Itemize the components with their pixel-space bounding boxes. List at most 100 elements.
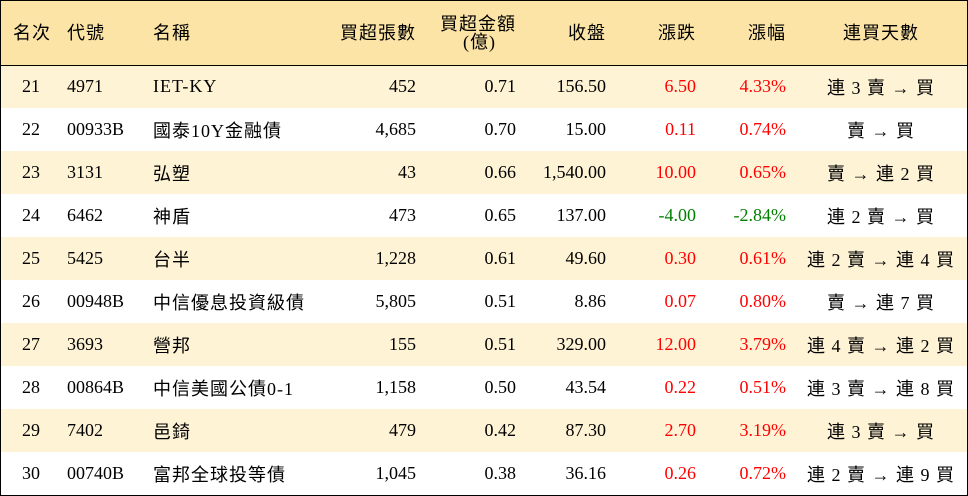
change-pct-cell: 0.65%	[739, 162, 787, 182]
name-cell: 邑錡	[153, 421, 191, 442]
buy-days-cell: 連 3 賣 → 買	[827, 77, 935, 98]
close-price-cell: 156.50	[556, 76, 607, 97]
header-buy-days[interactable]: 連買天數	[795, 1, 967, 66]
name-cell: 神盾	[153, 206, 191, 227]
rank-cell: 26	[22, 291, 40, 311]
change-pct-cell: 0.72%	[739, 463, 787, 483]
name-cell: 營邦	[153, 335, 191, 356]
table-row[interactable]: 27 3693 營邦 155 0.51 329.00 12.00 3.79% 連 4 賣 → 連…	[1, 323, 967, 366]
buy-days-cell: 連 2 賣 → 連 9 買	[807, 464, 955, 485]
header-change[interactable]: 漲跌	[615, 1, 705, 66]
buy-days-cell: 賣 → 買	[847, 120, 915, 141]
net-buy-lots-cell: 479	[389, 420, 416, 440]
rank-cell: 24	[22, 205, 40, 225]
change-pct-cell: 0.74%	[739, 119, 787, 139]
close-price-cell: 1,540.00	[543, 162, 606, 182]
close-price-cell: 137.00	[556, 205, 607, 225]
rank-cell: 25	[22, 248, 40, 268]
header-name[interactable]: 名稱	[141, 1, 321, 66]
name-cell: 中信美國公債0-1	[153, 378, 294, 399]
buy-days-cell: 連 2 賣 → 買	[827, 206, 935, 227]
code-cell: 00948B	[67, 291, 125, 311]
change-pct-cell: 4.33%	[739, 76, 787, 97]
code-cell: 7402	[67, 420, 103, 440]
change-cell: -4.00	[658, 205, 697, 225]
table-row[interactable]: 26 00948B 中信優息投資級債 5,805 0.51 8.86 0.07 0.80% 賣 …	[1, 280, 967, 323]
net-buy-lots-cell: 452	[389, 76, 416, 97]
net-buy-amount-cell: 0.66	[484, 162, 517, 182]
header-change-pct[interactable]: 漲幅	[705, 1, 795, 66]
change-cell: 0.30	[664, 248, 697, 268]
table-row[interactable]: 30 00740B 富邦全球投等債 1,045 0.38 36.16 0.26 0.72% 連 …	[1, 452, 967, 495]
table-row[interactable]: 23 3131 弘塑 43 0.66 1,540.00 10.00 0.65% 賣 → 連 2 …	[1, 151, 967, 194]
net-buy-lots-cell: 473	[389, 205, 416, 225]
buy-days-cell: 連 4 賣 → 連 2 買	[807, 335, 955, 356]
header-net-buy-lots[interactable]: 買超張數	[321, 1, 425, 66]
name-cell: 台半	[153, 249, 191, 270]
buy-days-cell: 賣 → 連 2 買	[827, 163, 935, 184]
net-buy-lots-cell: 1,158	[375, 377, 417, 397]
rank-cell: 21	[22, 76, 40, 97]
code-cell: 3693	[67, 334, 103, 354]
net-buy-amount-cell: 0.70	[484, 119, 517, 139]
close-price-cell: 87.30	[565, 420, 607, 440]
change-cell: 0.26	[664, 463, 697, 483]
rank-cell: 30	[22, 463, 40, 483]
buy-days-cell: 連 2 賣 → 連 4 買	[807, 249, 955, 270]
table-row[interactable]: 25 5425 台半 1,228 0.61 49.60 0.30 0.61% 連 2 賣 → 連…	[1, 237, 967, 280]
net-buy-amount-cell: 0.38	[484, 463, 517, 483]
table-row[interactable]: 29 7402 邑錡 479 0.42 87.30 2.70 3.19% 連 3 賣 → 買	[1, 409, 967, 452]
change-pct-cell: -2.84%	[733, 205, 787, 225]
net-buy-lots-cell: 1,228	[375, 248, 417, 268]
code-cell: 00740B	[67, 463, 125, 483]
header-rank[interactable]: 名次	[1, 1, 61, 66]
close-price-cell: 8.86	[574, 291, 607, 311]
header-code[interactable]: 代號	[61, 1, 141, 66]
change-pct-cell: 3.79%	[739, 334, 787, 354]
buy-days-cell: 連 3 賣 → 買	[827, 421, 935, 442]
name-cell: 富邦全球投等債	[153, 464, 286, 485]
table-header-row: 名次 代號 名稱 買超張數 買超金額 (億) 收盤 漲跌 漲幅 連買天數	[1, 1, 967, 66]
change-pct-cell: 0.61%	[739, 248, 787, 268]
net-buy-amount-cell: 0.51	[484, 291, 517, 311]
rank-cell: 28	[22, 377, 40, 397]
net-buy-lots-cell: 5,805	[375, 291, 417, 311]
header-net-buy-amount[interactable]: 買超金額 (億)	[425, 1, 525, 66]
code-cell: 6462	[67, 205, 103, 225]
name-cell: 弘塑	[153, 163, 191, 184]
change-cell: 10.00	[655, 162, 697, 182]
rank-cell: 29	[22, 420, 40, 440]
buy-days-cell: 連 3 賣 → 連 8 買	[807, 378, 955, 399]
table-body: 21 4971 IET-KY 452 0.71 156.50 6.50 4.33% 連 3 賣 …	[1, 65, 967, 495]
change-cell: 6.50	[664, 76, 697, 97]
header-net-buy-amount-unit: (億)	[463, 31, 496, 52]
header-close[interactable]: 收盤	[525, 1, 615, 66]
table-row[interactable]: 22 00933B 國泰10Y金融債 4,685 0.70 15.00 0.11 0.74% 賣…	[1, 108, 967, 151]
close-price-cell: 15.00	[565, 119, 607, 139]
net-buy-amount-cell: 0.71	[484, 76, 517, 97]
change-cell: 0.22	[664, 377, 697, 397]
header-net-buy-amount-label: 買超金額	[440, 13, 516, 34]
code-cell: 3131	[67, 162, 103, 182]
close-price-cell: 43.54	[565, 377, 607, 397]
rank-cell: 23	[22, 162, 40, 182]
close-price-cell: 49.60	[565, 248, 607, 268]
net-buy-lots-cell: 1,045	[375, 463, 417, 483]
net-buy-amount-cell: 0.51	[484, 334, 517, 354]
change-pct-cell: 0.51%	[739, 377, 787, 397]
net-buy-amount-cell: 0.42	[484, 420, 517, 440]
code-cell: 00864B	[67, 377, 125, 397]
change-pct-cell: 3.19%	[739, 420, 787, 440]
table-row[interactable]: 28 00864B 中信美國公債0-1 1,158 0.50 43.54 0.22 0.51%…	[1, 366, 967, 409]
name-cell: 國泰10Y金融債	[153, 120, 282, 141]
code-cell: 5425	[67, 248, 103, 268]
table-row[interactable]: 24 6462 神盾 473 0.65 137.00 -4.00 -2.84% 連 2 賣 → …	[1, 194, 967, 237]
net-buy-amount-cell: 0.50	[484, 377, 517, 397]
close-price-cell: 36.16	[565, 463, 607, 483]
net-buy-lots-cell: 4,685	[375, 119, 417, 139]
name-cell: 中信優息投資級債	[153, 292, 305, 313]
net-buy-amount-cell: 0.61	[484, 248, 517, 268]
table-row[interactable]: 21 4971 IET-KY 452 0.71 156.50 6.50 4.33% 連 3 賣 …	[1, 65, 967, 108]
